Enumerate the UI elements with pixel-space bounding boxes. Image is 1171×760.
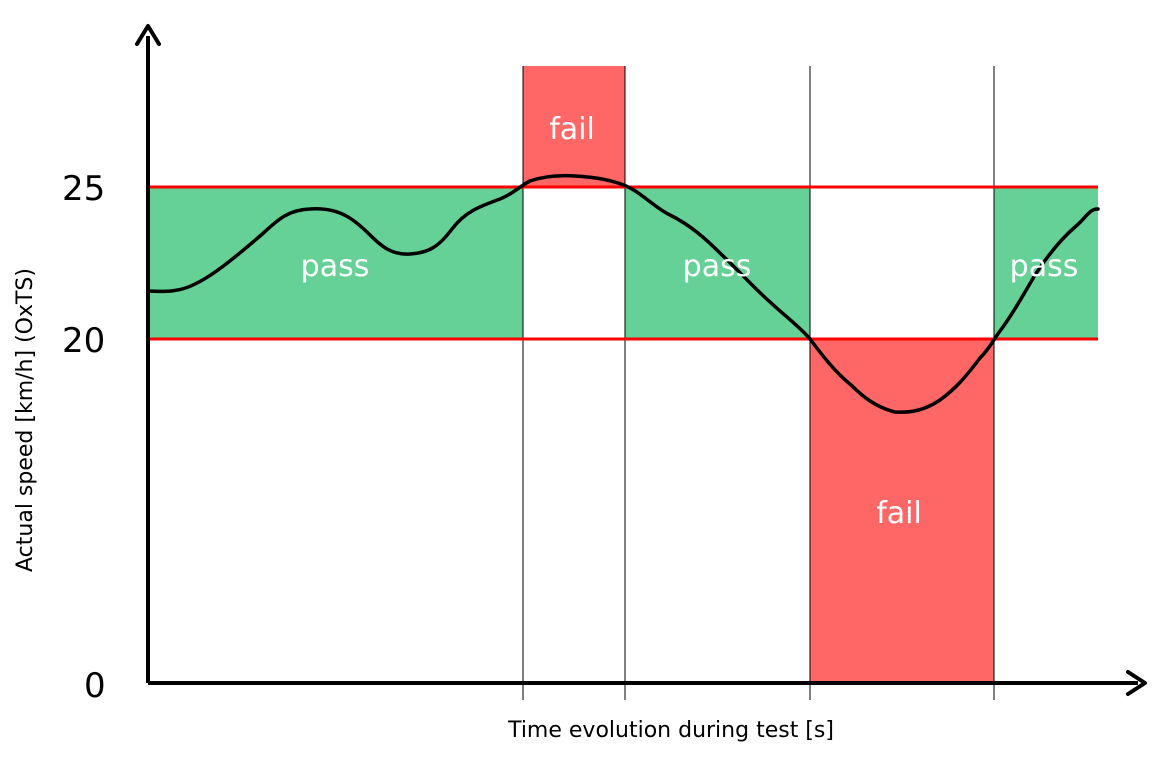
pass-zone-3-label: pass: [1010, 249, 1079, 284]
fail-zone-2-band: [810, 339, 994, 683]
pass-zone-2-band: [625, 187, 810, 339]
y-axis-arrowhead: [135, 24, 161, 46]
x-axis-arrowhead: [1126, 670, 1147, 696]
pass-zone-1-label: pass: [301, 249, 370, 284]
fail-zone-2-label: fail: [876, 496, 922, 531]
y-tick-label-0: 0: [84, 666, 106, 706]
fail-zone-1-band: [523, 66, 625, 187]
pass-zone-2-label: pass: [683, 249, 752, 284]
y-tick-label-20: 20: [62, 321, 105, 361]
y-axis-title: Actual speed [km/h] (OxTS): [13, 268, 38, 572]
y-tick-label-25: 25: [62, 169, 105, 209]
fail-zone-1-label: fail: [549, 112, 595, 147]
x-axis-title: Time evolution during test [s]: [507, 718, 834, 743]
speed-curve: [148, 173, 1100, 414]
